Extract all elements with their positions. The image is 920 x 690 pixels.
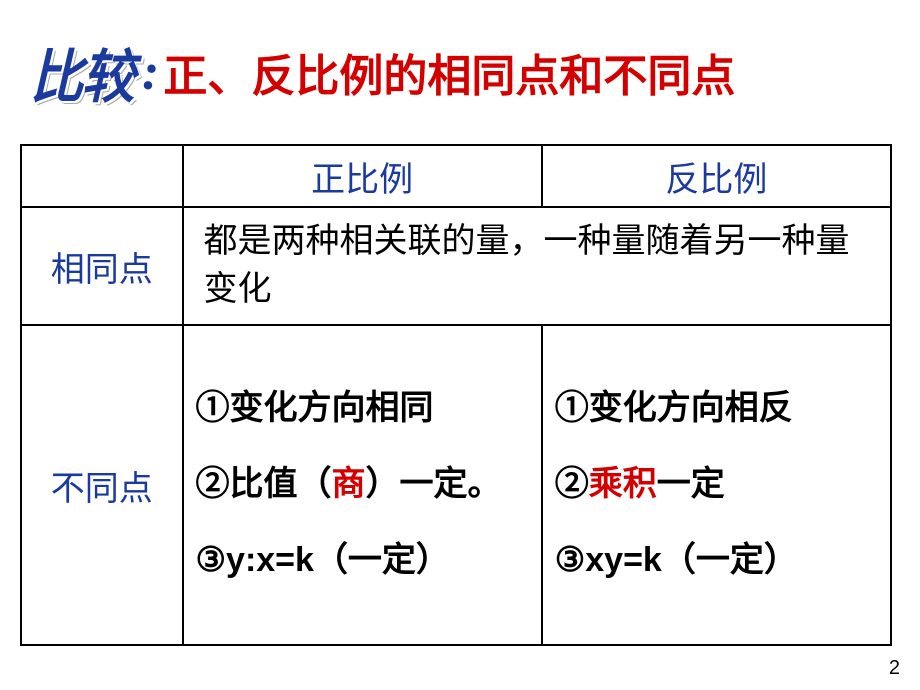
diff-inverse-item2b: 乘积 [589, 466, 657, 503]
diff-row: 不同点 ①变化方向相同 ②比值（商）一定。 ③y:x=k（一定） ①变化方向相反… [21, 325, 891, 645]
diff-inverse-cell: ①变化方向相反 ②乘积一定 ③xy=k（一定） [542, 325, 891, 645]
diff-direct-item3: ③y:x=k（一定） [196, 538, 533, 584]
page-number: 2 [889, 657, 900, 680]
title-colon: : [142, 43, 159, 102]
diff-inverse-item3a: ③ [555, 542, 585, 579]
same-content: 都是两种相关联的量，一种量随着另一种量变化 [183, 207, 891, 325]
title-row: 比较 : 正、反比例的相同点和不同点 [0, 0, 920, 134]
diff-label: 不同点 [21, 325, 183, 645]
diff-inverse-item3c: （一定） [662, 542, 798, 579]
header-empty-cell [21, 145, 183, 207]
title-prefix: 比较 [30, 30, 133, 114]
header-inverse: 反比例 [542, 145, 891, 207]
diff-inverse-item2: ②乘积一定 [555, 462, 882, 508]
header-direct: 正比例 [183, 145, 542, 207]
diff-direct-item1: ①变化方向相同 [196, 386, 533, 432]
diff-direct-item2: ②比值（商）一定。 [196, 462, 533, 508]
header-row: 正比例 反比例 [21, 145, 891, 207]
title-main: 正、反比例的相同点和不同点 [163, 40, 735, 104]
diff-direct-item2a: ②比值（ [196, 466, 332, 503]
same-label: 相同点 [21, 207, 183, 325]
diff-inverse-item3: ③xy=k（一定） [555, 538, 882, 584]
comparison-table: 正比例 反比例 相同点 都是两种相关联的量，一种量随着另一种量变化 不同点 ①变… [20, 144, 892, 646]
diff-direct-item2b: 商 [332, 466, 366, 503]
diff-direct-cell: ①变化方向相同 ②比值（商）一定。 ③y:x=k（一定） [183, 325, 542, 645]
diff-direct-item3b: y:x=k [226, 541, 314, 579]
same-row: 相同点 都是两种相关联的量，一种量随着另一种量变化 [21, 207, 891, 325]
diff-direct-item3c: （一定） [314, 542, 450, 579]
diff-inverse-item2a: ② [555, 466, 589, 503]
diff-inverse-item1: ①变化方向相反 [555, 386, 882, 432]
diff-inverse-item3b: xy=k [585, 541, 662, 579]
diff-direct-item2c: ）一定。 [366, 466, 502, 503]
diff-inverse-item2c: 一定 [657, 466, 725, 503]
diff-direct-item3a: ③ [196, 542, 226, 579]
